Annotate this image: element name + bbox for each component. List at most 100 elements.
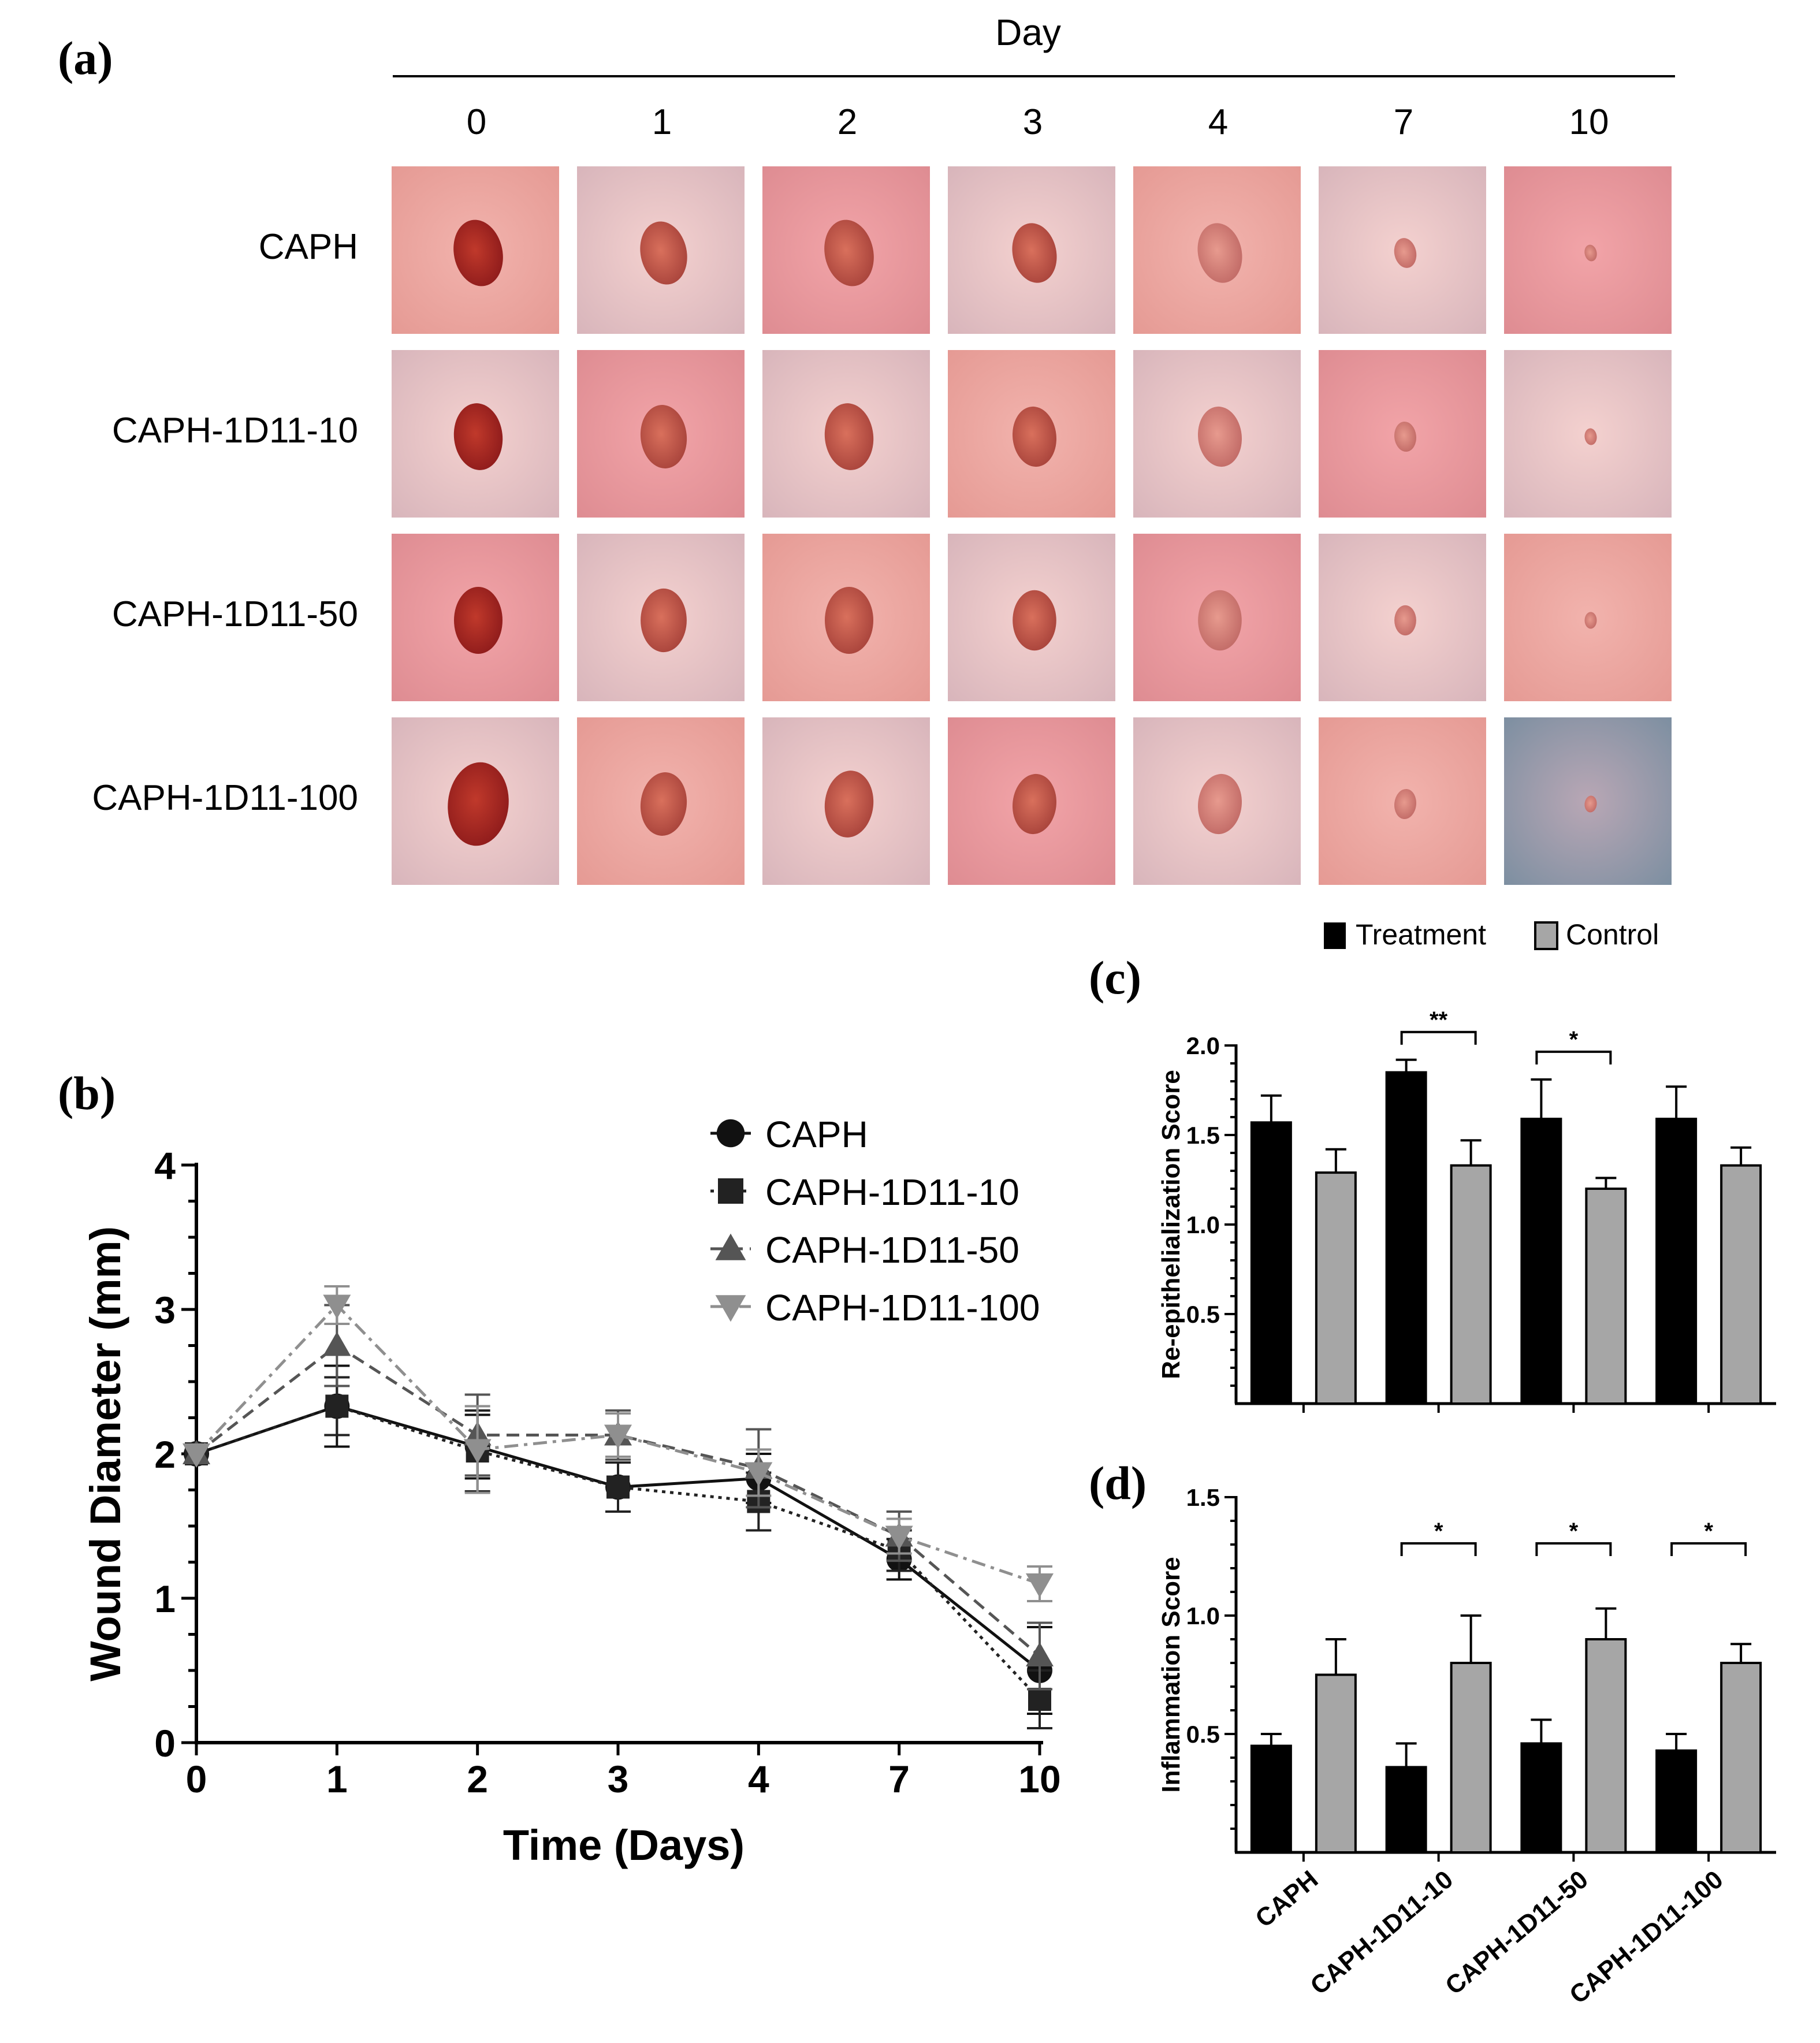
significance-label: ** <box>1430 1007 1448 1033</box>
bar-control <box>1585 1638 1627 1854</box>
significance-label: * <box>1569 1027 1579 1052</box>
legend-swatch-treatment <box>1324 922 1346 949</box>
y-tick-label: 1.0 <box>1186 1211 1220 1238</box>
wound-photo <box>392 717 559 885</box>
day-header: Day <box>995 12 1061 53</box>
wound-spot <box>1394 421 1416 452</box>
significance-label: * <box>1569 1519 1579 1544</box>
data-point <box>325 1394 349 1418</box>
day-label-4: 4 <box>1208 102 1228 142</box>
wound-photo <box>762 534 930 701</box>
legend-marker <box>715 1233 746 1260</box>
legend-marker <box>718 1178 743 1204</box>
wound-spot <box>1394 605 1416 636</box>
data-point <box>323 1294 351 1319</box>
data-point <box>604 1424 632 1449</box>
legend-swatch-control <box>1534 921 1558 950</box>
wound-photo <box>577 166 745 334</box>
bar-treatment <box>1385 1071 1427 1405</box>
legend-label: CAPH <box>765 1114 868 1155</box>
y-tick-label-b: 1 <box>154 1577 176 1620</box>
wound-spot <box>1584 244 1597 262</box>
significance-bracket <box>1535 1050 1612 1065</box>
bar-control <box>1450 1662 1492 1854</box>
wound-spot <box>641 588 687 653</box>
wound-photo <box>577 350 745 518</box>
wound-photo <box>392 350 559 518</box>
day-label-10: 10 <box>1569 102 1609 142</box>
panel-label-c: (c) <box>1089 951 1141 1004</box>
wound-photo <box>948 166 1115 334</box>
x-tick-label-b: 3 <box>608 1758 629 1800</box>
group-label-caph-1d11-10: CAPH-1D11-10 <box>112 411 358 451</box>
wound-photo <box>577 717 745 885</box>
wound-spot <box>1394 238 1417 268</box>
bar-control <box>1315 1673 1357 1854</box>
wound-spot <box>454 587 503 654</box>
significance-label: * <box>1434 1519 1443 1544</box>
data-point <box>1026 1573 1054 1598</box>
significance-label: * <box>1704 1519 1713 1544</box>
group-labels: CAPH CAPH-1D11-10 CAPH-1D11-50 CAPH-1D11… <box>92 227 358 818</box>
bar-treatment <box>1520 1118 1562 1405</box>
wound-spot <box>825 587 873 654</box>
wound-photo <box>948 717 1115 885</box>
wound-photo <box>1133 717 1301 885</box>
day-label-7: 7 <box>1394 102 1413 142</box>
wound-photo <box>948 350 1115 518</box>
wound-spot <box>1198 590 1242 651</box>
legend-b: CAPH CAPH-1D11-10 CAPH-1D11-50 CAPH-1D11-10… <box>710 1114 1040 1328</box>
x-tick-label-b: 7 <box>888 1758 910 1800</box>
y-tick-label: 1.0 <box>1186 1602 1220 1629</box>
x-category-label: CAPH-1D11-10 <box>1305 1865 1458 2000</box>
day-labels: 0 1 2 3 4 7 10 <box>467 102 1609 142</box>
x-axis-title-b: Time (Days) <box>503 1821 745 1869</box>
group-label-caph: CAPH <box>259 227 358 267</box>
y-axis-title: Re-epithelialization Score <box>1157 1070 1185 1379</box>
wound-spot <box>640 405 687 468</box>
legend-label-control: Control <box>1566 918 1659 951</box>
wound-spot <box>453 219 503 286</box>
significance-bracket <box>1535 1542 1612 1556</box>
wound-spot <box>824 219 874 286</box>
wound-photo <box>1319 717 1486 885</box>
wound-photo <box>1319 534 1486 701</box>
day-label-3: 3 <box>1023 102 1043 142</box>
x-tick-label-b: 0 <box>186 1758 207 1800</box>
wound-spot <box>1013 773 1056 835</box>
wound-photo <box>1504 350 1672 518</box>
wound-spot <box>1013 590 1056 651</box>
data-point <box>183 1443 210 1468</box>
bar-control <box>1450 1164 1492 1405</box>
panel-label-d: (d) <box>1089 1457 1147 1509</box>
y-tick-label: 2.0 <box>1186 1032 1220 1059</box>
wound-photo <box>392 166 559 334</box>
significance-bracket <box>1400 1542 1477 1556</box>
y-tick-label-b: 4 <box>154 1144 176 1187</box>
y-tick-label-b: 2 <box>154 1433 176 1476</box>
wound-spot <box>1584 612 1597 629</box>
wound-spot <box>824 403 874 470</box>
data-point <box>885 1525 913 1550</box>
bar-treatment <box>1250 1121 1292 1405</box>
wound-photo <box>762 717 930 885</box>
wound-diameter-chart: 0 1 2 3 4 0 1 2 3 4 7 10 Time (Days) Wound Diameter (… <box>81 1114 1061 1869</box>
series-caph-1d11-100 <box>183 1285 1054 1602</box>
data-point <box>323 1331 351 1356</box>
wound-spot <box>1012 223 1057 283</box>
wound-photo <box>1504 534 1672 701</box>
group-label-caph-1d11-100: CAPH-1D11-100 <box>92 778 358 818</box>
data-point <box>463 1439 492 1464</box>
wound-photo <box>1133 166 1301 334</box>
x-category-label: CAPH <box>1250 1865 1323 1933</box>
wound-photo <box>1504 166 1672 334</box>
day-label-1: 1 <box>652 102 672 142</box>
bar-control <box>1585 1188 1627 1405</box>
wound-spot <box>1013 406 1056 467</box>
bar-treatment <box>1520 1742 1562 1854</box>
wound-spot <box>1584 428 1597 445</box>
wound-photo <box>948 534 1115 701</box>
day-label-0: 0 <box>467 102 486 142</box>
wound-spot <box>640 772 687 836</box>
